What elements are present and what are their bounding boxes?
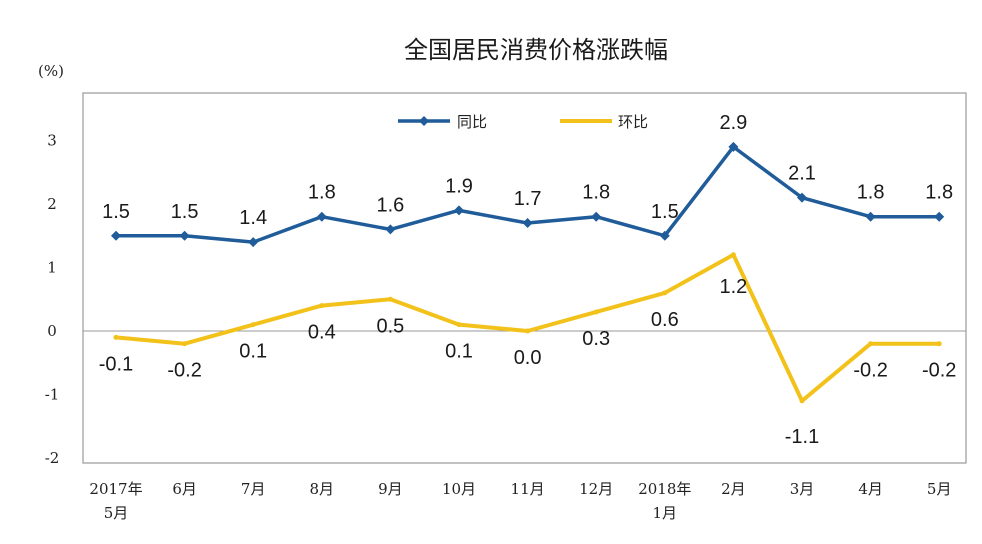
legend: 同比 环比 [398, 113, 648, 131]
huanbi-point [868, 341, 874, 347]
huanbi-data-label: -1.1 [785, 426, 819, 448]
x-tick-label: 11月 [511, 480, 545, 498]
huanbi-data-label: 0.6 [651, 309, 679, 331]
tongbi-data-label: 1.5 [171, 201, 199, 223]
tongbi-point [659, 230, 670, 241]
y-tick-label: -1 [45, 386, 60, 404]
huanbi-point [113, 334, 119, 340]
x-tick-label: 9月 [378, 480, 403, 498]
tongbi-data-label: 1.8 [925, 182, 953, 204]
tongbi-point [865, 211, 876, 222]
x-tick-label: 12月 [579, 480, 613, 498]
x-axis-ticks: 2017年 5月 6月 7月 8月 9月 10月 11月 12月 2018年 1月 2月 3月 4月 5月 [89, 480, 951, 522]
huanbi-data-label: -0.1 [99, 353, 133, 375]
y-tick-label: -2 [45, 449, 60, 467]
tongbi-point [111, 230, 121, 241]
x-tick-label: 10月 [442, 480, 476, 498]
legend-marker-tongbi [419, 116, 429, 126]
huanbi-data-label: 0.0 [514, 347, 542, 369]
huanbi-point [387, 296, 393, 302]
tongbi-data-label: 1.9 [445, 175, 473, 197]
huanbi-point [182, 341, 188, 347]
tongbi-data-label: 1.8 [308, 182, 336, 204]
x-tick-label: 2月 [721, 480, 746, 498]
x-tick-label: 2017年 [89, 480, 142, 498]
tongbi-data-label: 1.7 [514, 188, 542, 210]
huanbi-point [730, 252, 736, 258]
tongbi-point [454, 205, 464, 216]
legend-label-tongbi: 同比 [457, 113, 487, 131]
huanbi-point [319, 303, 325, 309]
huanbi-data-label: -0.2 [167, 360, 201, 382]
series-layer: 1.5 1.5 1.4 1.8 1.6 1.9 1.7 1.8 1.5 2.9 2.1 1.8 1.8 -… [99, 112, 957, 448]
tongbi-point [797, 192, 807, 203]
tongbi-data-label: 1.5 [102, 201, 130, 223]
x-tick-label: 6月 [172, 480, 197, 498]
x-tick-label: 1月 [653, 504, 678, 522]
huanbi-point [799, 398, 805, 404]
huanbi-point [662, 290, 668, 296]
huanbi-data-label: -0.2 [853, 360, 887, 382]
y-axis-unit: (%) [38, 62, 64, 80]
x-tick-label: 5月 [104, 504, 129, 522]
tongbi-point [728, 141, 739, 152]
series-line-huanbi [114, 252, 942, 403]
y-tick-label: 2 [47, 195, 57, 213]
tongbi-data-label: 1.8 [857, 182, 885, 204]
huanbi-data-label: 0.1 [239, 341, 267, 363]
tongbi-data-label: 1.4 [239, 207, 267, 229]
tongbi-data-label: 1.6 [376, 194, 404, 216]
huanbi-point [525, 328, 531, 334]
y-tick-label: 0 [47, 322, 57, 340]
tongbi-data-label: 2.9 [719, 112, 747, 134]
x-tick-label: 3月 [790, 480, 815, 498]
tongbi-data-label: 1.5 [651, 201, 679, 223]
huanbi-data-label: 0.4 [308, 322, 336, 344]
huanbi-data-label: 1.2 [719, 276, 747, 298]
tongbi-point [385, 224, 396, 235]
tongbi-data-label: 1.8 [582, 182, 610, 204]
tongbi-point [591, 211, 602, 222]
huanbi-point [250, 322, 256, 328]
x-tick-label: 8月 [310, 480, 335, 498]
huanbi-data-label: 0.3 [582, 328, 610, 350]
tongbi-point [179, 230, 190, 241]
x-tick-label: 2018年 [638, 480, 691, 498]
huanbi-point [456, 322, 462, 328]
tongbi-point [248, 237, 259, 248]
y-axis-ticks: 3 2 1 0 -1 -2 [45, 132, 60, 468]
tongbi-point [522, 218, 533, 229]
huanbi-data-label: 0.5 [376, 315, 404, 337]
tongbi-point [934, 211, 945, 222]
chart-title: 全国居民消费价格涨跌幅 [404, 36, 668, 64]
huanbi-data-label: -0.2 [922, 360, 956, 382]
legend-label-huanbi: 环比 [618, 113, 648, 131]
y-tick-label: 3 [47, 132, 57, 150]
huanbi-data-label: 0.1 [445, 341, 473, 363]
huanbi-point [936, 341, 942, 347]
x-tick-label: 5月 [927, 480, 952, 498]
tongbi-point [316, 211, 327, 222]
huanbi-point [593, 309, 599, 315]
tongbi-data-label: 2.1 [788, 163, 816, 185]
plot-frame [82, 92, 967, 464]
y-tick-label: 1 [47, 259, 57, 277]
x-tick-label: 4月 [858, 480, 883, 498]
x-tick-label: 7月 [241, 480, 266, 498]
